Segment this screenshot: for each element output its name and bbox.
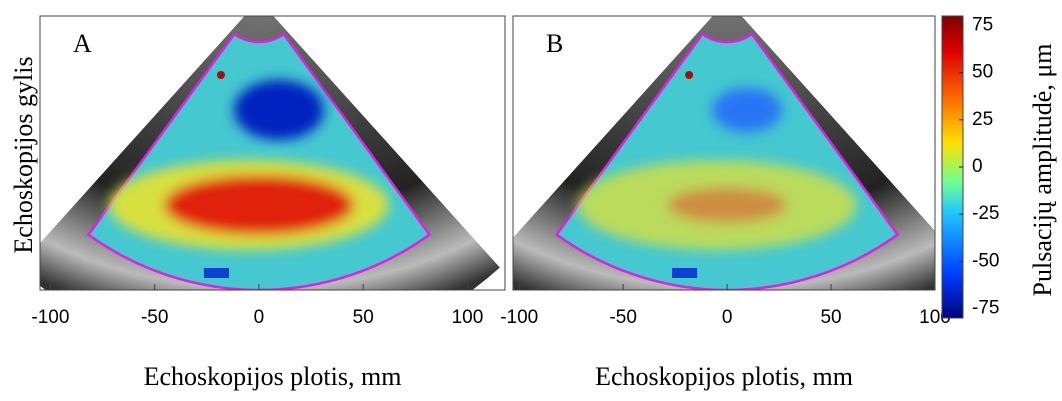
x-axis-label: Echoskopijos plotis, mm: [144, 362, 402, 391]
x-tick-label: 50: [820, 307, 841, 328]
colorbar-tick-label: 25: [972, 109, 993, 130]
colorbar-tick-label: -50: [972, 250, 999, 271]
x-tick-label: -100: [31, 307, 69, 328]
panel: A -100 -50 0 50 100 Echoskopijos plotis, mm: [31, 15, 506, 391]
x-tick-label: -100: [500, 307, 538, 328]
x-tick-label: -50: [141, 307, 168, 328]
x-axis-label: Echoskopijos plotis, mm: [595, 362, 853, 391]
frame: [39, 15, 506, 291]
red-spot: [216, 71, 225, 79]
colorbar-label: Pulsacijų amplitudė, μm: [1028, 44, 1057, 297]
colorbar-tick-label: 50: [972, 62, 993, 83]
frame: [512, 15, 936, 291]
image: [513, 16, 935, 290]
colorbar-tick-label: -75: [972, 298, 999, 319]
x-tick-label: 0: [722, 307, 733, 328]
y-axis-label: Echoskopijos gylis: [9, 56, 38, 253]
panel-label: A: [73, 29, 92, 58]
colorbar-tick-label: 0: [972, 156, 983, 177]
blue-spot: [203, 268, 229, 278]
x-tick-label: 0: [254, 307, 265, 328]
colorbar-tick-label: -25: [972, 203, 999, 224]
red-spot: [685, 71, 694, 79]
panel-label: B: [546, 29, 563, 58]
blue-region: [712, 88, 783, 132]
blue-region: [233, 80, 324, 140]
x-tick-label: 100: [452, 307, 484, 328]
blue-spot: [672, 268, 698, 278]
red-region: [667, 187, 788, 223]
red-region: [163, 175, 354, 235]
doppler-blobs: [108, 80, 389, 250]
image: [40, 16, 505, 290]
colorbar-tick-label: 75: [972, 14, 993, 35]
doppler-blobs: [577, 88, 858, 250]
x-tick-label: -50: [609, 307, 636, 328]
x-tick-label: 50: [353, 307, 374, 328]
